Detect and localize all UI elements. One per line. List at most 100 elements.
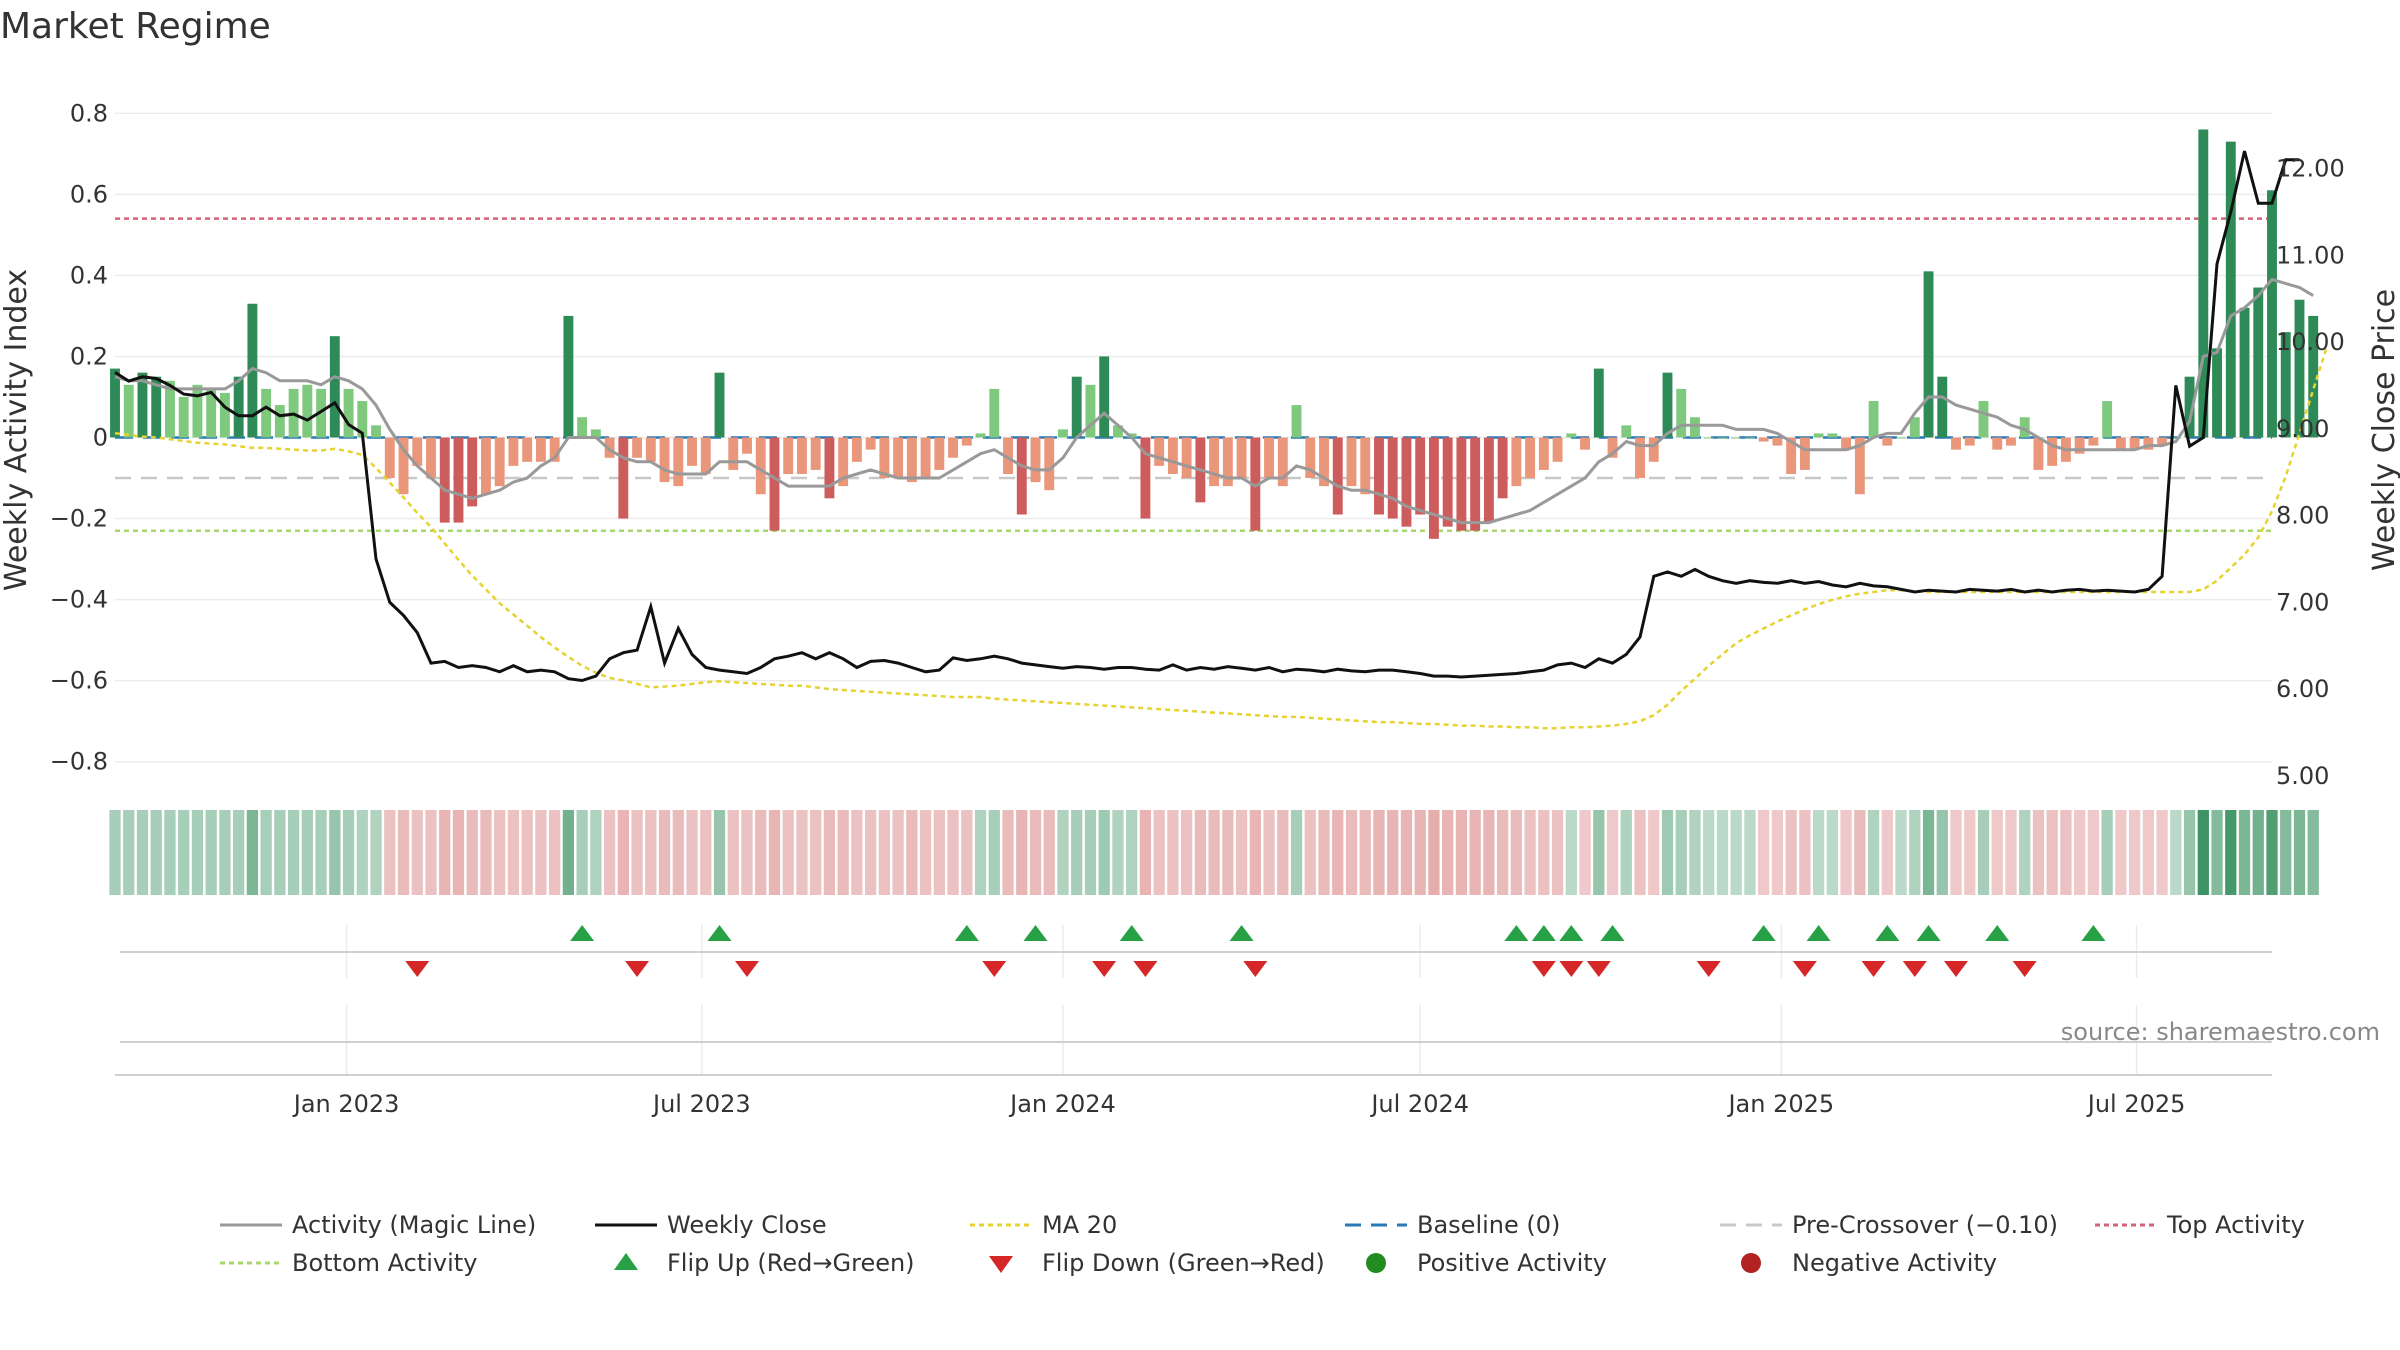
activity-bar [1167, 437, 1178, 474]
activity-bar [879, 437, 890, 479]
x-tick-label: Jan 2024 [1008, 1090, 1116, 1118]
regime-strip-cell [1194, 810, 1207, 895]
activity-bar [1525, 437, 1536, 479]
activity-bar [1635, 437, 1645, 479]
flip-up-marker [1916, 925, 1941, 941]
regime-strip-cell [164, 810, 176, 895]
activity-bar [659, 437, 670, 483]
flip-down-marker [1792, 961, 1817, 977]
activity-bar [1277, 437, 1288, 487]
regime-strip-cell [274, 810, 286, 895]
activity-bar [233, 376, 244, 438]
regime-strip-cell [741, 810, 753, 895]
regime-strip-cell [1524, 810, 1536, 895]
regime-strip-cell [2252, 810, 2264, 895]
activity-bar [1140, 437, 1151, 519]
activity-bar [645, 437, 656, 462]
weekly-close-line [114, 150, 2300, 683]
activity-bar [261, 388, 272, 438]
activity-bar [1717, 437, 1728, 439]
activity-bar [2308, 315, 2319, 438]
activity-bar [494, 437, 505, 487]
source-note: source: sharemaestro.com [2061, 1018, 2380, 1046]
regime-strip-cell [1716, 810, 1729, 895]
activity-bar [398, 437, 409, 495]
regime-strip-cell [713, 810, 726, 895]
right-tick-label: 6.00 [2276, 675, 2329, 703]
regime-strip-cell [933, 810, 945, 895]
regime-strip-cell [1139, 810, 1152, 895]
activity-bar [687, 437, 697, 466]
legend-swatch [1366, 1253, 1386, 1273]
regime-strip-cell [1771, 810, 1784, 895]
regime-strip-cell [1799, 810, 1811, 895]
regime-strip-cell [2307, 810, 2319, 895]
regime-strip-cell [301, 810, 313, 895]
activity-bar [1799, 437, 1810, 470]
activity-bar [522, 437, 533, 462]
activity-bar [165, 380, 175, 438]
flip-down-marker [982, 961, 1007, 977]
activity-bar [714, 372, 725, 438]
activity-bar [1415, 437, 1426, 515]
legend-swatch [1741, 1253, 1761, 1273]
ma20-line [114, 346, 2329, 730]
activity-bar [2074, 437, 2085, 454]
flip-down-marker [625, 961, 650, 977]
activity-bar [110, 368, 120, 438]
activity-bar [1854, 437, 1865, 495]
regime-strip-cell [2238, 810, 2251, 895]
flip-up-marker [1559, 925, 1584, 941]
flip-down-marker [1243, 961, 1268, 977]
regime-strip-cell [974, 810, 987, 895]
regime-strip-cell [494, 810, 506, 895]
activity-bar [1456, 437, 1467, 531]
regime-strip-cell [1277, 810, 1289, 895]
flip-up-marker [1531, 925, 1556, 941]
left-tick-label: −0.2 [50, 505, 108, 533]
activity-bar [769, 437, 780, 531]
regime-strip-cell [123, 810, 135, 895]
flip-up-marker [1751, 925, 1776, 941]
flip-down-marker [734, 961, 759, 977]
regime-strip-cell [1016, 810, 1028, 895]
activity-bar [1758, 437, 1769, 442]
regime-strip-cell [1840, 810, 1852, 895]
activity-bar [1401, 437, 1412, 527]
activity-bar [796, 437, 807, 474]
activity-bar [1222, 437, 1233, 487]
right-tick-label: 9.00 [2276, 415, 2329, 443]
regime-strip-cell [2019, 810, 2031, 895]
activity-bar [906, 437, 917, 483]
regime-strip-cell [2266, 810, 2278, 895]
activity-bar [481, 437, 491, 495]
regime-strip-cell [411, 810, 423, 895]
regime-strip-cell [233, 810, 245, 895]
right-axis-ticks: 12.00 11.00 10.00 9.00 8.00 7.00 6.00 5.00 [2276, 154, 2345, 789]
activity-bar [810, 437, 821, 470]
activity-bar [1786, 437, 1797, 474]
legend-item-positive: Positive Activity [1366, 1249, 1607, 1277]
right-tick-label: 12.00 [2276, 154, 2345, 182]
regime-strip-cell [1758, 810, 1770, 895]
regime-strip-cell [1290, 810, 1303, 895]
activity-bar [1937, 376, 1948, 438]
regime-strip-cell [1222, 810, 1234, 895]
activity-bar [1648, 437, 1659, 462]
activity-bar [2157, 437, 2168, 446]
left-tick-label: 0.4 [70, 261, 108, 289]
flip-up-marker [570, 925, 595, 941]
activity-bar [1882, 437, 1893, 446]
regime-strip-cell [2183, 810, 2196, 895]
legend-swatch [614, 1253, 638, 1270]
regime-strip-cell [1620, 810, 1632, 895]
activity-bar [1951, 437, 1961, 450]
activity-bar [700, 437, 711, 474]
regime-strip-cell [700, 810, 712, 895]
activity-bar [1923, 271, 1934, 438]
regime-strip-cell [1648, 810, 1660, 895]
activity-bar [1896, 437, 1906, 439]
regime-strip-cell [342, 810, 355, 895]
left-tick-label: 0 [93, 424, 108, 452]
